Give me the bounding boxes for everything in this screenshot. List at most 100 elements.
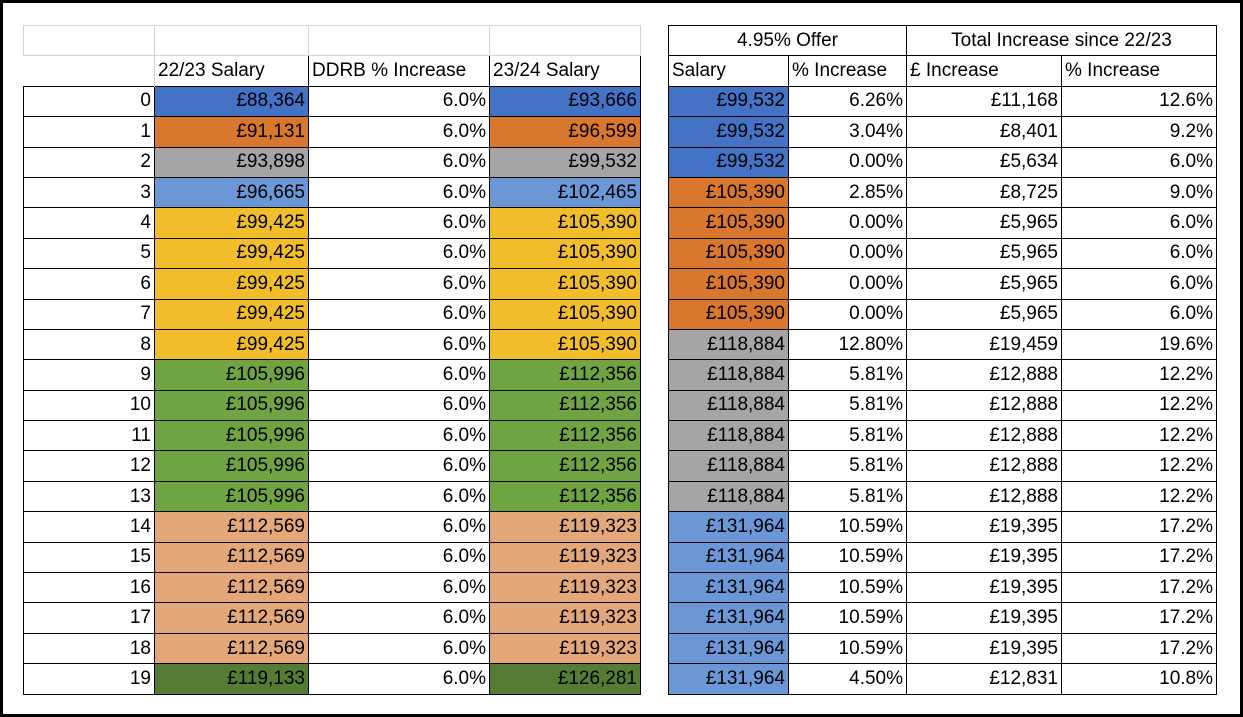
total-pct-increase-cell[interactable]: 12.2% <box>1061 480 1217 513</box>
ddrb-increase-cell[interactable]: 6.0% <box>308 480 490 513</box>
salary-2223-cell[interactable]: £112,569 <box>154 632 309 665</box>
salary-2223-cell[interactable]: £99,425 <box>154 298 309 330</box>
row-index[interactable]: 0 <box>23 85 155 118</box>
offer-pct-increase-cell[interactable]: 5.81% <box>788 359 907 391</box>
offer-pct-increase-cell[interactable]: 0.00% <box>788 298 907 330</box>
ddrb-increase-cell[interactable]: 6.0% <box>308 237 490 270</box>
pound-increase-cell[interactable]: £8,725 <box>906 176 1062 209</box>
total-pct-increase-cell[interactable]: 17.2% <box>1061 511 1217 543</box>
ddrb-increase-cell[interactable]: 6.0% <box>308 632 490 665</box>
offer-salary-cell[interactable]: £118,884 <box>668 450 789 482</box>
ddrb-increase-cell[interactable]: 6.0% <box>308 450 490 482</box>
salary-2324-cell[interactable]: £126,281 <box>489 663 641 695</box>
row-index[interactable]: 16 <box>23 572 155 604</box>
offer-salary-cell[interactable]: £118,884 <box>668 328 789 361</box>
row-index[interactable]: 6 <box>23 268 155 300</box>
pound-increase-cell[interactable]: £19,395 <box>906 541 1062 574</box>
salary-2223-cell[interactable]: £88,364 <box>154 85 309 118</box>
ddrb-increase-cell[interactable]: 6.0% <box>308 85 490 118</box>
pound-increase-cell[interactable]: £19,395 <box>906 572 1062 604</box>
salary-2324-cell[interactable]: £105,390 <box>489 268 641 300</box>
offer-pct-increase-cell[interactable]: 10.59% <box>788 602 907 634</box>
salary-2223-cell[interactable]: £105,996 <box>154 450 309 482</box>
salary-2324-cell[interactable]: £112,356 <box>489 450 641 482</box>
offer-salary-cell[interactable]: £105,390 <box>668 207 789 239</box>
salary-2223-cell[interactable]: £93,898 <box>154 146 309 178</box>
salary-2324-cell[interactable]: £119,323 <box>489 632 641 665</box>
ddrb-increase-cell[interactable]: 6.0% <box>308 328 490 361</box>
row-index[interactable]: 9 <box>23 359 155 391</box>
offer-salary-cell[interactable]: £131,964 <box>668 602 789 634</box>
salary-2324-cell[interactable]: £99,532 <box>489 146 641 178</box>
header-total-pct-increase[interactable]: % Increase <box>1061 55 1217 87</box>
ddrb-increase-cell[interactable]: 6.0% <box>308 541 490 574</box>
header-2324-salary[interactable]: 23/24 Salary <box>489 55 641 87</box>
ddrb-increase-cell[interactable]: 6.0% <box>308 298 490 330</box>
pound-increase-cell[interactable]: £12,888 <box>906 359 1062 391</box>
offer-salary-cell[interactable]: £105,390 <box>668 298 789 330</box>
offer-pct-increase-cell[interactable]: 5.81% <box>788 450 907 482</box>
row-index[interactable]: 4 <box>23 207 155 239</box>
offer-salary-cell[interactable]: £118,884 <box>668 359 789 391</box>
salary-2324-cell[interactable]: £93,666 <box>489 85 641 118</box>
pound-increase-cell[interactable]: £19,459 <box>906 328 1062 361</box>
offer-pct-increase-cell[interactable]: 2.85% <box>788 176 907 209</box>
salary-2324-cell[interactable]: £112,356 <box>489 389 641 422</box>
offer-pct-increase-cell[interactable]: 10.59% <box>788 511 907 543</box>
salary-2324-cell[interactable]: £119,323 <box>489 511 641 543</box>
offer-pct-increase-cell[interactable]: 4.50% <box>788 663 907 695</box>
pound-increase-cell[interactable]: £5,965 <box>906 268 1062 300</box>
row-index[interactable]: 7 <box>23 298 155 330</box>
offer-pct-increase-cell[interactable]: 0.00% <box>788 207 907 239</box>
blank-cell[interactable] <box>489 24 641 57</box>
pound-increase-cell[interactable]: £12,888 <box>906 389 1062 422</box>
row-index[interactable]: 2 <box>23 146 155 178</box>
offer-pct-increase-cell[interactable]: 10.59% <box>788 541 907 574</box>
row-index[interactable]: 14 <box>23 511 155 543</box>
salary-2223-cell[interactable]: £96,665 <box>154 176 309 209</box>
ddrb-increase-cell[interactable]: 6.0% <box>308 207 490 239</box>
total-pct-increase-cell[interactable]: 12.2% <box>1061 420 1217 452</box>
ddrb-increase-cell[interactable]: 6.0% <box>308 146 490 178</box>
salary-2223-cell[interactable]: £112,569 <box>154 541 309 574</box>
ddrb-increase-cell[interactable]: 6.0% <box>308 116 490 148</box>
salary-2324-cell[interactable]: £105,390 <box>489 207 641 239</box>
total-pct-increase-cell[interactable]: 6.0% <box>1061 146 1217 178</box>
total-pct-increase-cell[interactable]: 6.0% <box>1061 268 1217 300</box>
offer-salary-cell[interactable]: £131,964 <box>668 541 789 574</box>
pound-increase-cell[interactable]: £5,965 <box>906 298 1062 330</box>
offer-pct-increase-cell[interactable]: 0.00% <box>788 146 907 178</box>
row-index[interactable]: 19 <box>23 663 155 695</box>
offer-salary-cell[interactable]: £118,884 <box>668 389 789 422</box>
header-offer-group[interactable]: 4.95% Offer <box>668 24 907 57</box>
header-total-increase-group[interactable]: Total Increase since 22/23 <box>906 24 1217 57</box>
ddrb-increase-cell[interactable]: 6.0% <box>308 268 490 300</box>
pound-increase-cell[interactable]: £19,395 <box>906 602 1062 634</box>
ddrb-increase-cell[interactable]: 6.0% <box>308 663 490 695</box>
salary-2223-cell[interactable]: £91,131 <box>154 116 309 148</box>
ddrb-increase-cell[interactable]: 6.0% <box>308 511 490 543</box>
total-pct-increase-cell[interactable]: 10.8% <box>1061 663 1217 695</box>
offer-pct-increase-cell[interactable]: 10.59% <box>788 632 907 665</box>
ddrb-increase-cell[interactable]: 6.0% <box>308 359 490 391</box>
header-2223-salary[interactable]: 22/23 Salary <box>154 55 309 87</box>
blank-cell[interactable] <box>308 24 490 57</box>
offer-pct-increase-cell[interactable]: 6.26% <box>788 85 907 118</box>
row-index[interactable]: 17 <box>23 602 155 634</box>
pound-increase-cell[interactable]: £12,888 <box>906 450 1062 482</box>
salary-2324-cell[interactable]: £105,390 <box>489 328 641 361</box>
offer-salary-cell[interactable]: £131,964 <box>668 632 789 665</box>
total-pct-increase-cell[interactable]: 17.2% <box>1061 572 1217 604</box>
salary-2324-cell[interactable]: £105,390 <box>489 298 641 330</box>
offer-pct-increase-cell[interactable]: 12.80% <box>788 328 907 361</box>
total-pct-increase-cell[interactable]: 17.2% <box>1061 632 1217 665</box>
salary-2324-cell[interactable]: £112,356 <box>489 420 641 452</box>
header-ddrb-increase[interactable]: DDRB % Increase <box>308 55 490 87</box>
pound-increase-cell[interactable]: £11,168 <box>906 85 1062 118</box>
row-index[interactable]: 3 <box>23 176 155 209</box>
row-index[interactable]: 13 <box>23 480 155 513</box>
pound-increase-cell[interactable]: £12,888 <box>906 480 1062 513</box>
total-pct-increase-cell[interactable]: 12.2% <box>1061 450 1217 482</box>
total-pct-increase-cell[interactable]: 9.0% <box>1061 176 1217 209</box>
salary-2223-cell[interactable]: £105,996 <box>154 480 309 513</box>
